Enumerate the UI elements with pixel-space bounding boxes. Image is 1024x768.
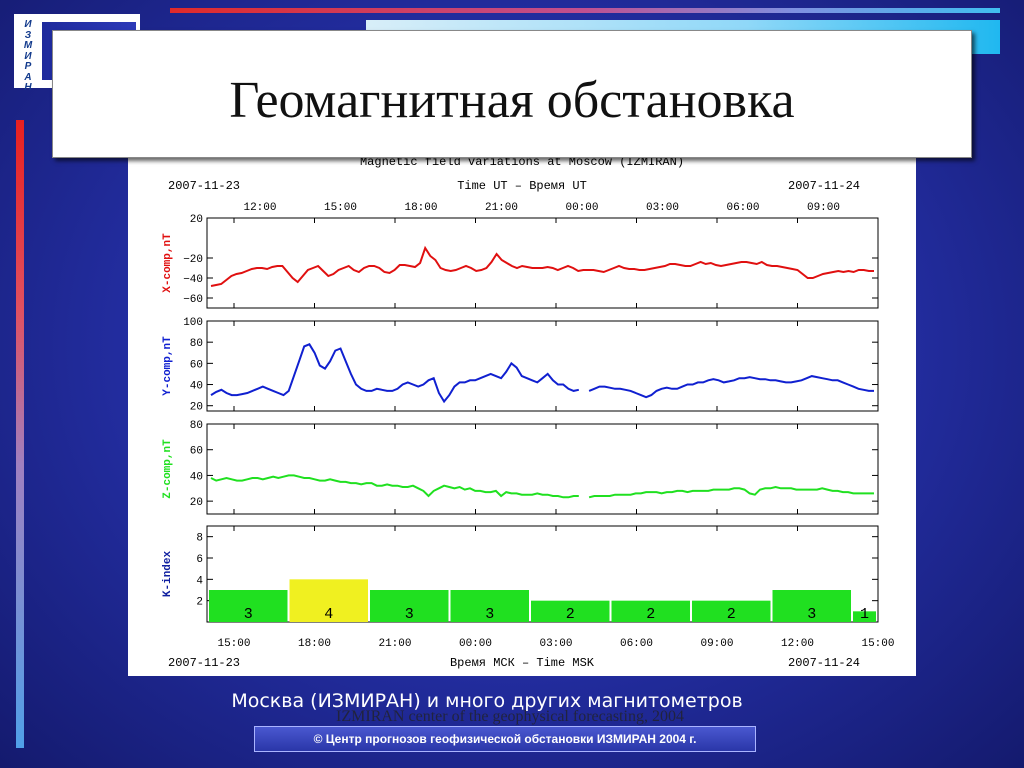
k-index-bar: [289, 579, 368, 622]
y-tick-label: −20: [183, 254, 203, 266]
logo-letter: А: [24, 71, 32, 83]
footer-text: © Центр прогнозов геофизической обстанов…: [313, 732, 697, 746]
title-box: Геомагнитная обстановка: [52, 30, 972, 158]
y-tick-label: 20: [190, 497, 203, 509]
left-decor-bar: [16, 120, 24, 748]
y-tick-label: 6: [196, 554, 203, 566]
y-tick-label: −40: [183, 274, 203, 286]
k-index-bar-label: 1: [860, 606, 869, 623]
k-index-bar-label: 2: [566, 606, 575, 623]
logo-letter: Н: [24, 82, 32, 93]
logo-letter: И: [24, 19, 32, 30]
date-start-top: 2007-11-23: [168, 179, 240, 193]
slide-title: Геомагнитная обстановка: [229, 72, 795, 129]
series-line-2: [210, 474, 874, 499]
y-tick-label: 40: [190, 381, 203, 393]
k-index-bar-label: 3: [244, 606, 253, 623]
y-tick-label: 2: [196, 597, 203, 609]
ut-tick-label: 12:00: [243, 202, 276, 214]
y-axis-label: K-index: [162, 551, 174, 598]
y-tick-label: 60: [190, 446, 203, 458]
msk-tick-label: 00:00: [459, 638, 492, 650]
ut-tick-label: 18:00: [404, 202, 437, 214]
k-index-bar: [370, 590, 449, 622]
top-decor-bar: [170, 8, 1000, 13]
msk-tick-label: 09:00: [700, 638, 733, 650]
chart-title-en: Magnetic field variations at Moscow (IZM…: [360, 155, 684, 169]
series-line-0: [210, 245, 874, 287]
ut-tick-label: 21:00: [485, 202, 518, 214]
k-index-bar: [209, 590, 288, 622]
y-tick-label: 20: [190, 402, 203, 414]
logo-letter: И: [24, 50, 32, 62]
logo-letter: З: [24, 29, 32, 41]
y-axis-label: Y-comp,nT: [162, 336, 174, 396]
y-tick-label: 80: [190, 338, 203, 350]
k-index-bar: [772, 590, 851, 622]
k-index-bar: [853, 611, 876, 622]
msk-tick-label: 15:00: [861, 638, 894, 650]
ut-tick-label: 03:00: [646, 202, 679, 214]
k-index-bar-label: 3: [807, 606, 816, 623]
logo-letter: Р: [24, 61, 32, 72]
k-index-bar-label: 2: [646, 606, 655, 623]
k-index-bar-label: 4: [324, 606, 333, 623]
date-end-top: 2007-11-24: [788, 179, 860, 193]
ut-tick-label: 00:00: [565, 202, 598, 214]
logo-letter: М: [23, 40, 33, 51]
overlay-text: IZMIRAN center of the geophysical foreca…: [336, 708, 684, 725]
k-index-bar: [692, 600, 771, 622]
magnetogram-panel: Вариации магнитного поля в Москве (ИЗМИР…: [128, 130, 916, 676]
msk-tick-label: 15:00: [217, 638, 250, 650]
y-tick-label: −60: [183, 294, 203, 306]
y-tick-label: 100: [183, 317, 203, 329]
ut-tick-label: 15:00: [324, 202, 357, 214]
y-tick-label: 40: [190, 471, 203, 483]
msk-tick-label: 21:00: [378, 638, 411, 650]
top-axis-label: Time UT – Время UT: [457, 179, 587, 193]
msk-tick-label: 06:00: [620, 638, 653, 650]
y-tick-label: 4: [196, 575, 203, 587]
panel-frame: [206, 320, 879, 412]
date-end-bottom: 2007-11-24: [788, 656, 860, 670]
y-tick-label: 80: [190, 420, 203, 432]
k-index-bar-label: 3: [405, 606, 414, 623]
y-axis-label: Z-comp,nT: [162, 439, 174, 499]
k-index-bar-label: 2: [727, 606, 736, 623]
k-index-bar: [450, 590, 529, 622]
ut-tick-label: 09:00: [807, 202, 840, 214]
k-index-bar-label: 3: [485, 606, 494, 623]
msk-tick-label: 03:00: [539, 638, 572, 650]
y-tick-label: 60: [190, 359, 203, 371]
panel-frame: [206, 217, 879, 309]
bottom-axis-label: Время МСК – Time MSK: [450, 656, 595, 670]
footer-box: © Центр прогнозов геофизической обстанов…: [254, 726, 756, 752]
y-tick-label: 8: [196, 533, 203, 545]
y-tick-label: 20: [190, 214, 203, 226]
magnetogram-chart: Вариации магнитного поля в Москве (ИЗМИР…: [162, 137, 895, 670]
series-line-1: [210, 343, 874, 404]
date-start-bottom: 2007-11-23: [168, 656, 240, 670]
msk-tick-label: 18:00: [298, 638, 331, 650]
msk-tick-label: 12:00: [781, 638, 814, 650]
k-index-bar: [611, 600, 690, 622]
slide-caption: Москва (ИЗМИРАН) и много других магнитом…: [231, 690, 743, 712]
y-axis-label: X-comp,nT: [162, 233, 174, 293]
panel-frame: [206, 423, 879, 515]
k-index-bar: [531, 600, 610, 622]
ut-tick-label: 06:00: [726, 202, 759, 214]
